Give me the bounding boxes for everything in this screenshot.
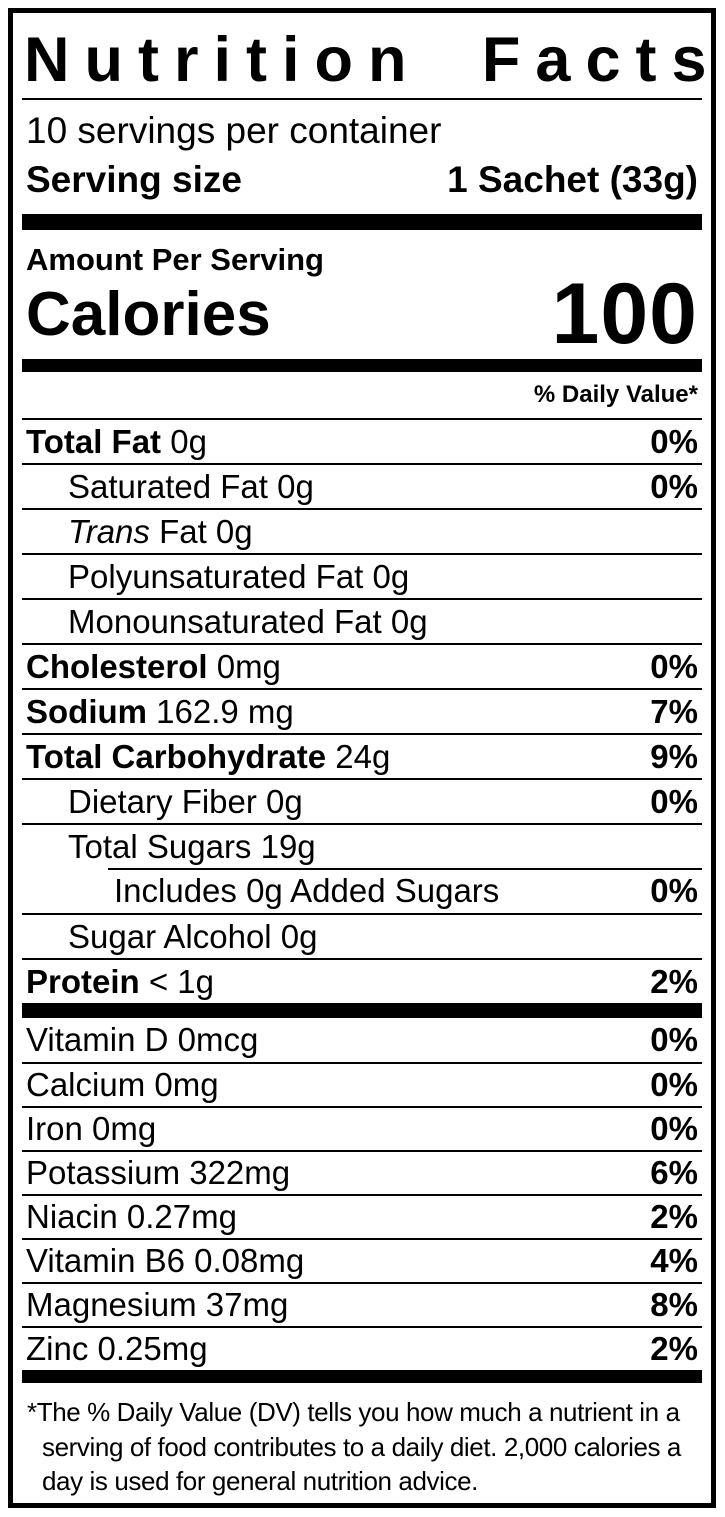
nutrient-row: Zinc 0.25mg 2%	[22, 1326, 702, 1370]
nutrient-amount: 0g	[363, 557, 410, 595]
nutrient-name-amount: Trans Fat 0g	[68, 512, 253, 550]
nutrient-name-amount: Sodium 162.9 mg	[26, 692, 294, 730]
nutrient-amount: 24g	[326, 737, 391, 775]
nutrient-row: Trans Fat 0g	[22, 508, 702, 553]
nutrient-name-amount: Potassium 322mg	[26, 1154, 291, 1192]
section-divider-bar	[22, 1003, 702, 1019]
nutrient-name-amount: Vitamin D 0mcg	[26, 1021, 259, 1059]
amount-per-serving-label: Amount Per Serving	[26, 242, 324, 278]
nutrient-amount: 0.25mg	[88, 1330, 208, 1368]
daily-value-percent: 6%	[650, 1154, 698, 1192]
nutrient-name-amount: Iron 0mg	[26, 1110, 157, 1148]
daily-value-percent: 2%	[650, 962, 698, 1000]
hairline-rule	[22, 98, 702, 100]
nutrient-row: Protein < 1g 2%	[22, 958, 702, 1003]
nutrient-name-amount: Total Carbohydrate 24g	[26, 737, 391, 775]
nutrient-row: Magnesium 37mg 8%	[22, 1282, 702, 1326]
nutrient-name-italic: Trans	[68, 512, 150, 550]
daily-value-percent: 0%	[650, 1110, 698, 1148]
nutrient-name-amount: Total Fat 0g	[26, 422, 207, 460]
nutrient-row: Total Sugars 19g	[22, 823, 702, 868]
section-divider-bar	[22, 359, 702, 373]
nutrient-name-amount: Includes 0g Added Sugars	[114, 871, 500, 909]
nutrient-amount: 0g	[256, 782, 303, 820]
nutrient-row: Polyunsaturated Fat 0g	[22, 553, 702, 598]
nutrient-amount: < 1g	[139, 962, 215, 1000]
nutrient-name-amount: Niacin 0.27mg	[26, 1198, 237, 1236]
nutrient-amount: 0mcg	[168, 1021, 259, 1059]
nutrition-facts-title: Nutrition Facts	[24, 25, 716, 95]
daily-value-percent: 0%	[650, 647, 698, 685]
nutrient-row: Vitamin D 0mcg 0%	[22, 1018, 702, 1062]
nutrient-row: Cholesterol 0mg 0%	[22, 643, 702, 688]
serving-size-value: 1 Sachet (33g)	[447, 159, 698, 201]
nutrient-row: Sugar Alcohol 0g	[22, 913, 702, 958]
nutrient-amount: 0.27mg	[117, 1198, 237, 1236]
nutrient-name-amount: Zinc 0.25mg	[26, 1330, 208, 1368]
daily-value-percent: 0%	[650, 782, 698, 820]
nutrient-amount: 0mg	[207, 647, 281, 685]
daily-value-percent: 0%	[650, 1066, 698, 1104]
calories-label: Calories	[26, 280, 271, 350]
section-divider-bar	[22, 1370, 702, 1384]
nutrient-name-amount: Total Sugars 19g	[68, 827, 316, 865]
daily-value-percent: 0%	[650, 422, 698, 460]
nutrient-row: Calcium 0mg 0%	[22, 1062, 702, 1106]
daily-value-header: % Daily Value*	[533, 381, 698, 409]
nutrient-row: Total Carbohydrate 24g 9%	[22, 733, 702, 778]
nutrient-amount: 0g	[381, 602, 428, 640]
calories-value: 100	[551, 266, 698, 363]
daily-value-percent: 0%	[650, 467, 698, 505]
nutrient-row: Includes 0g Added Sugars 0%	[22, 868, 702, 913]
nutrient-amount: 0g	[206, 512, 253, 550]
daily-value-percent: 2%	[650, 1330, 698, 1368]
nutrient-amount: 162.9 mg	[147, 692, 294, 730]
calories-row: Calories 100	[22, 266, 702, 363]
daily-value-percent: 8%	[650, 1286, 698, 1324]
nutrient-name-amount: Calcium 0mg	[26, 1066, 219, 1104]
nutrient-name-amount: Monounsaturated Fat 0g	[68, 602, 428, 640]
servings-per-container: 10 servings per container	[26, 110, 442, 151]
nutrient-row: Niacin 0.27mg 2%	[22, 1194, 702, 1238]
nutrient-name-amount: Sugar Alcohol 0g	[68, 917, 318, 955]
nutrient-name-amount: Dietary Fiber 0g	[68, 782, 303, 820]
nutrient-row: Sodium 162.9 mg 7%	[22, 688, 702, 733]
nutrient-amount: 0.08mg	[184, 1242, 305, 1280]
nutrient-rows: Total Fat 0g 0% Saturated Fat 0g 0% Trans Fa…	[22, 418, 702, 1003]
nutrient-amount: 322mg	[180, 1154, 291, 1192]
nutrient-amount: 0g	[271, 917, 318, 955]
serving-size-label: Serving size	[26, 159, 242, 201]
nutrient-name-amount: Protein < 1g	[26, 962, 215, 1000]
serving-size-row: Serving size 1 Sachet (33g)	[22, 155, 702, 214]
nutrient-name-amount: Cholesterol 0mg	[26, 647, 281, 685]
nutrient-amount: 19g	[251, 827, 316, 865]
nutrient-amount: 37mg	[196, 1286, 289, 1324]
daily-value-percent: 4%	[650, 1242, 698, 1280]
daily-value-percent: 2%	[650, 1198, 698, 1236]
nutrient-amount: 0mg	[82, 1110, 157, 1148]
nutrient-amount: 0g	[267, 467, 314, 505]
nutrient-row: Dietary Fiber 0g 0%	[22, 778, 702, 823]
nutrient-row: Monounsaturated Fat 0g	[22, 598, 702, 643]
daily-value-percent: 0%	[650, 1021, 698, 1059]
nutrient-name-amount: Polyunsaturated Fat 0g	[68, 557, 410, 595]
nutrient-name-amount: Saturated Fat 0g	[68, 467, 314, 505]
nutrient-amount: 0mg	[145, 1066, 219, 1104]
nutrient-row: Saturated Fat 0g 0%	[22, 463, 702, 508]
nutrient-amount: 0g	[161, 422, 207, 460]
nutrient-row: Iron 0mg 0%	[22, 1106, 702, 1150]
nutrient-row: Total Fat 0g 0%	[22, 418, 702, 463]
nutrient-name-amount: Vitamin B6 0.08mg	[26, 1242, 305, 1280]
daily-value-footnote: *The % Daily Value (DV) tells you how mu…	[27, 1397, 681, 1497]
nutrient-name-amount: Magnesium 37mg	[26, 1286, 289, 1324]
section-divider-bar	[22, 214, 702, 231]
micronutrient-rows: Vitamin D 0mcg 0% Calcium 0mg 0% Iron 0mg 0% P…	[22, 1018, 702, 1370]
daily-value-percent: 7%	[650, 692, 698, 730]
nutrient-row: Vitamin B6 0.08mg 4%	[22, 1238, 702, 1282]
daily-value-percent: 9%	[650, 737, 698, 775]
nutrient-row: Potassium 322mg 6%	[22, 1150, 702, 1194]
daily-value-percent: 0%	[650, 871, 698, 909]
nutrition-facts-panel: Nutrition Facts 10 servings per containe…	[8, 8, 716, 1508]
